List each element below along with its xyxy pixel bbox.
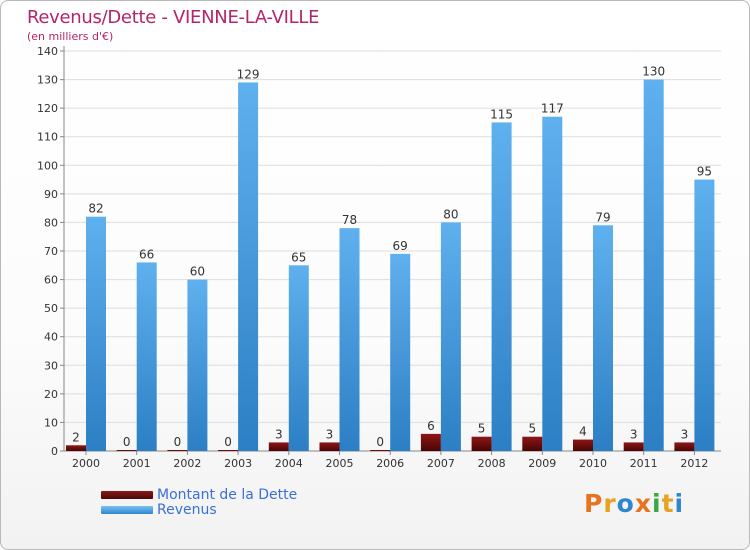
y-tick-label: 10	[44, 416, 58, 429]
x-tick-label: 2010	[579, 457, 607, 470]
debt-value-label: 0	[376, 435, 384, 449]
debt-value-label: 3	[681, 427, 689, 441]
revenue-value-label: 60	[190, 265, 205, 279]
debt-value-label: 0	[224, 435, 232, 449]
y-tick-label: 30	[44, 359, 58, 372]
y-tick-label: 20	[44, 388, 58, 401]
debt-value-label: 0	[174, 435, 182, 449]
debt-bar	[623, 442, 644, 451]
x-tick-label: 2004	[275, 457, 303, 470]
x-tick-label: 2003	[224, 457, 252, 470]
x-tick-label: 2011	[630, 457, 658, 470]
debt-bar	[268, 442, 289, 451]
legend-swatch-debt	[101, 490, 153, 499]
debt-bar	[370, 450, 391, 451]
logo-letter: i	[674, 489, 685, 518]
x-tick-label: 2002	[173, 457, 201, 470]
y-tick-label: 110	[37, 131, 58, 144]
debt-value-label: 5	[528, 422, 536, 436]
revenue-value-label: 80	[443, 207, 458, 221]
x-tick-label: 2005	[326, 457, 354, 470]
debt-value-label: 0	[123, 435, 131, 449]
x-tick-label: 2000	[72, 457, 100, 470]
revenue-value-label: 79	[595, 210, 610, 224]
revenue-bar	[238, 82, 259, 451]
revenue-value-label: 130	[642, 65, 665, 79]
revenue-bar	[339, 228, 360, 451]
legend-label-revenue: Revenus	[157, 501, 217, 518]
revenue-value-label: 78	[342, 213, 357, 227]
y-tick-label: 130	[37, 74, 58, 87]
y-tick-label: 140	[37, 45, 58, 58]
debt-bar	[522, 436, 543, 451]
debt-bar	[420, 433, 441, 451]
y-tick-label: 50	[44, 302, 58, 315]
debt-value-label: 3	[326, 427, 334, 441]
logo-letter: x	[634, 489, 652, 518]
debt-bar	[319, 442, 340, 451]
y-tick-label: 0	[51, 445, 58, 458]
revenue-bar	[288, 265, 309, 451]
revenue-bar	[187, 279, 208, 451]
revenue-bar	[390, 253, 411, 451]
debt-value-label: 3	[630, 427, 638, 441]
revenue-value-label: 69	[393, 239, 408, 253]
revenue-bar	[542, 116, 563, 451]
debt-value-label: 3	[275, 427, 283, 441]
logo-letter: t	[661, 489, 675, 518]
logo-letter: o	[616, 489, 635, 518]
logo-letter: i	[652, 489, 662, 518]
chart-subtitle: (en milliers d'€)	[27, 30, 114, 43]
legend-item-debt: Montant de la Dette	[101, 486, 298, 503]
debt-value-label: 6	[427, 419, 435, 433]
y-tick-label: 90	[44, 188, 58, 201]
revenue-value-label: 82	[88, 202, 103, 216]
revenue-bar	[593, 225, 613, 451]
debt-bar	[167, 450, 188, 451]
revenue-value-label: 129	[237, 67, 260, 81]
y-tick-label: 100	[37, 159, 58, 172]
legend: Montant de la Dette Revenus	[101, 486, 298, 518]
y-tick-label: 80	[44, 216, 58, 229]
y-tick-label: 120	[37, 102, 58, 115]
revenue-bar	[491, 122, 512, 451]
y-tick-label: 60	[44, 274, 58, 287]
revenue-bar	[643, 79, 664, 452]
debt-bar	[573, 439, 593, 451]
revenue-value-label: 115	[490, 107, 513, 121]
debt-value-label: 2	[72, 430, 80, 444]
logo-letter: P	[584, 489, 604, 518]
x-tick-label: 2007	[427, 457, 455, 470]
legend-label-debt: Montant de la Dette	[157, 486, 298, 503]
x-tick-label: 2006	[376, 457, 404, 470]
revenue-value-label: 95	[697, 165, 712, 179]
debt-bar	[116, 450, 137, 451]
debt-value-label: 5	[478, 422, 486, 436]
debt-value-label: 4	[579, 425, 587, 439]
revenue-value-label: 117	[541, 102, 564, 116]
revenue-bar	[440, 222, 461, 451]
debt-bar	[674, 442, 695, 451]
revenue-value-label: 66	[139, 247, 154, 261]
logo-letter: r	[603, 489, 617, 518]
x-tick-label: 2008	[478, 457, 506, 470]
revenue-value-label: 65	[291, 250, 306, 264]
proxiti-logo: Proxiti	[584, 489, 684, 518]
x-tick-label: 2012	[680, 457, 708, 470]
x-tick-label: 2009	[528, 457, 556, 470]
y-tick-label: 70	[44, 245, 58, 258]
debt-bar	[218, 450, 239, 451]
debt-bar	[471, 436, 492, 451]
revenue-bar	[694, 179, 715, 452]
chart-title: Revenus/Dette - VIENNE-LA-VILLE	[27, 7, 320, 28]
debt-bar	[66, 445, 86, 451]
revenue-bar	[136, 262, 157, 451]
y-tick-label: 40	[44, 331, 58, 344]
revenue-bar	[86, 216, 106, 451]
legend-item-revenue: Revenus	[101, 501, 297, 518]
legend-swatch-revenue	[101, 505, 153, 514]
x-tick-label: 2001	[123, 457, 151, 470]
